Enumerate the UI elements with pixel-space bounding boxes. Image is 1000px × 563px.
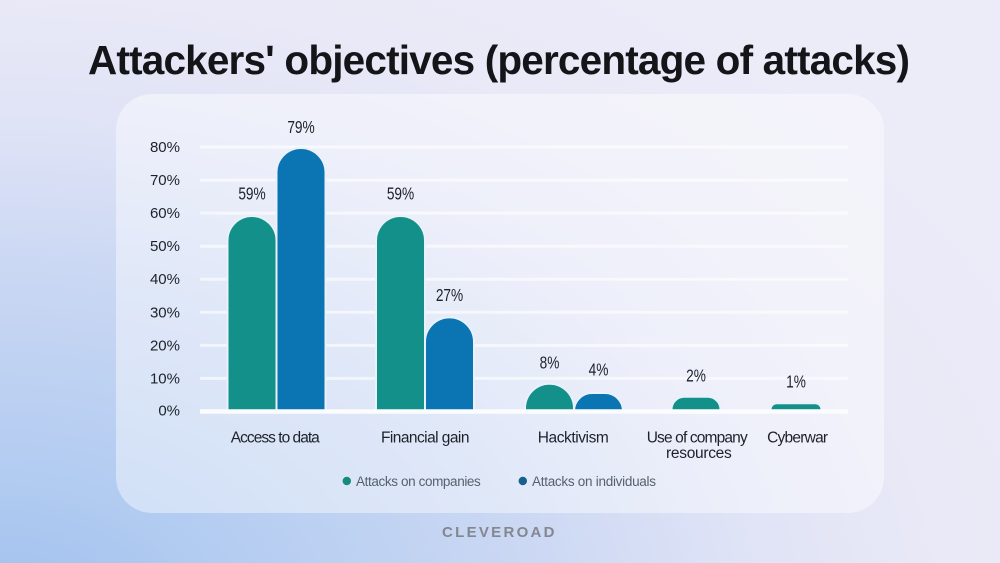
svg-text:Attacks on individuals: Attacks on individuals [532,474,656,489]
svg-text:10%: 10% [150,370,180,387]
svg-text:Attacks on companies: Attacks on companies [356,474,481,489]
svg-text:59%: 59% [387,185,414,204]
svg-text:50%: 50% [150,238,180,255]
svg-text:4%: 4% [589,361,609,380]
svg-text:79%: 79% [287,118,314,137]
svg-text:Financial gain: Financial gain [381,430,470,447]
svg-text:CLEVEROAD: CLEVEROAD [442,524,558,541]
svg-text:70%: 70% [150,172,180,189]
svg-text:Hacktivism: Hacktivism [538,430,609,447]
svg-text:27%: 27% [436,286,463,305]
svg-text:60%: 60% [150,205,180,222]
svg-text:Access to data: Access to data [231,430,320,447]
svg-text:Cyberwar: Cyberwar [767,430,828,447]
svg-text:Attackers' objectives (percent: Attackers' objectives (percentage of att… [88,37,910,83]
svg-text:2%: 2% [686,367,706,386]
svg-text:20%: 20% [150,337,180,354]
svg-text:80%: 80% [150,139,180,156]
svg-text:8%: 8% [540,354,560,373]
svg-text:59%: 59% [238,185,265,204]
svg-text:1%: 1% [786,373,806,392]
svg-text:Use of company: Use of company [647,430,748,447]
svg-text:30%: 30% [150,304,180,321]
svg-text:40%: 40% [150,271,180,288]
svg-text:0%: 0% [158,403,180,420]
svg-text:resources: resources [666,445,732,462]
